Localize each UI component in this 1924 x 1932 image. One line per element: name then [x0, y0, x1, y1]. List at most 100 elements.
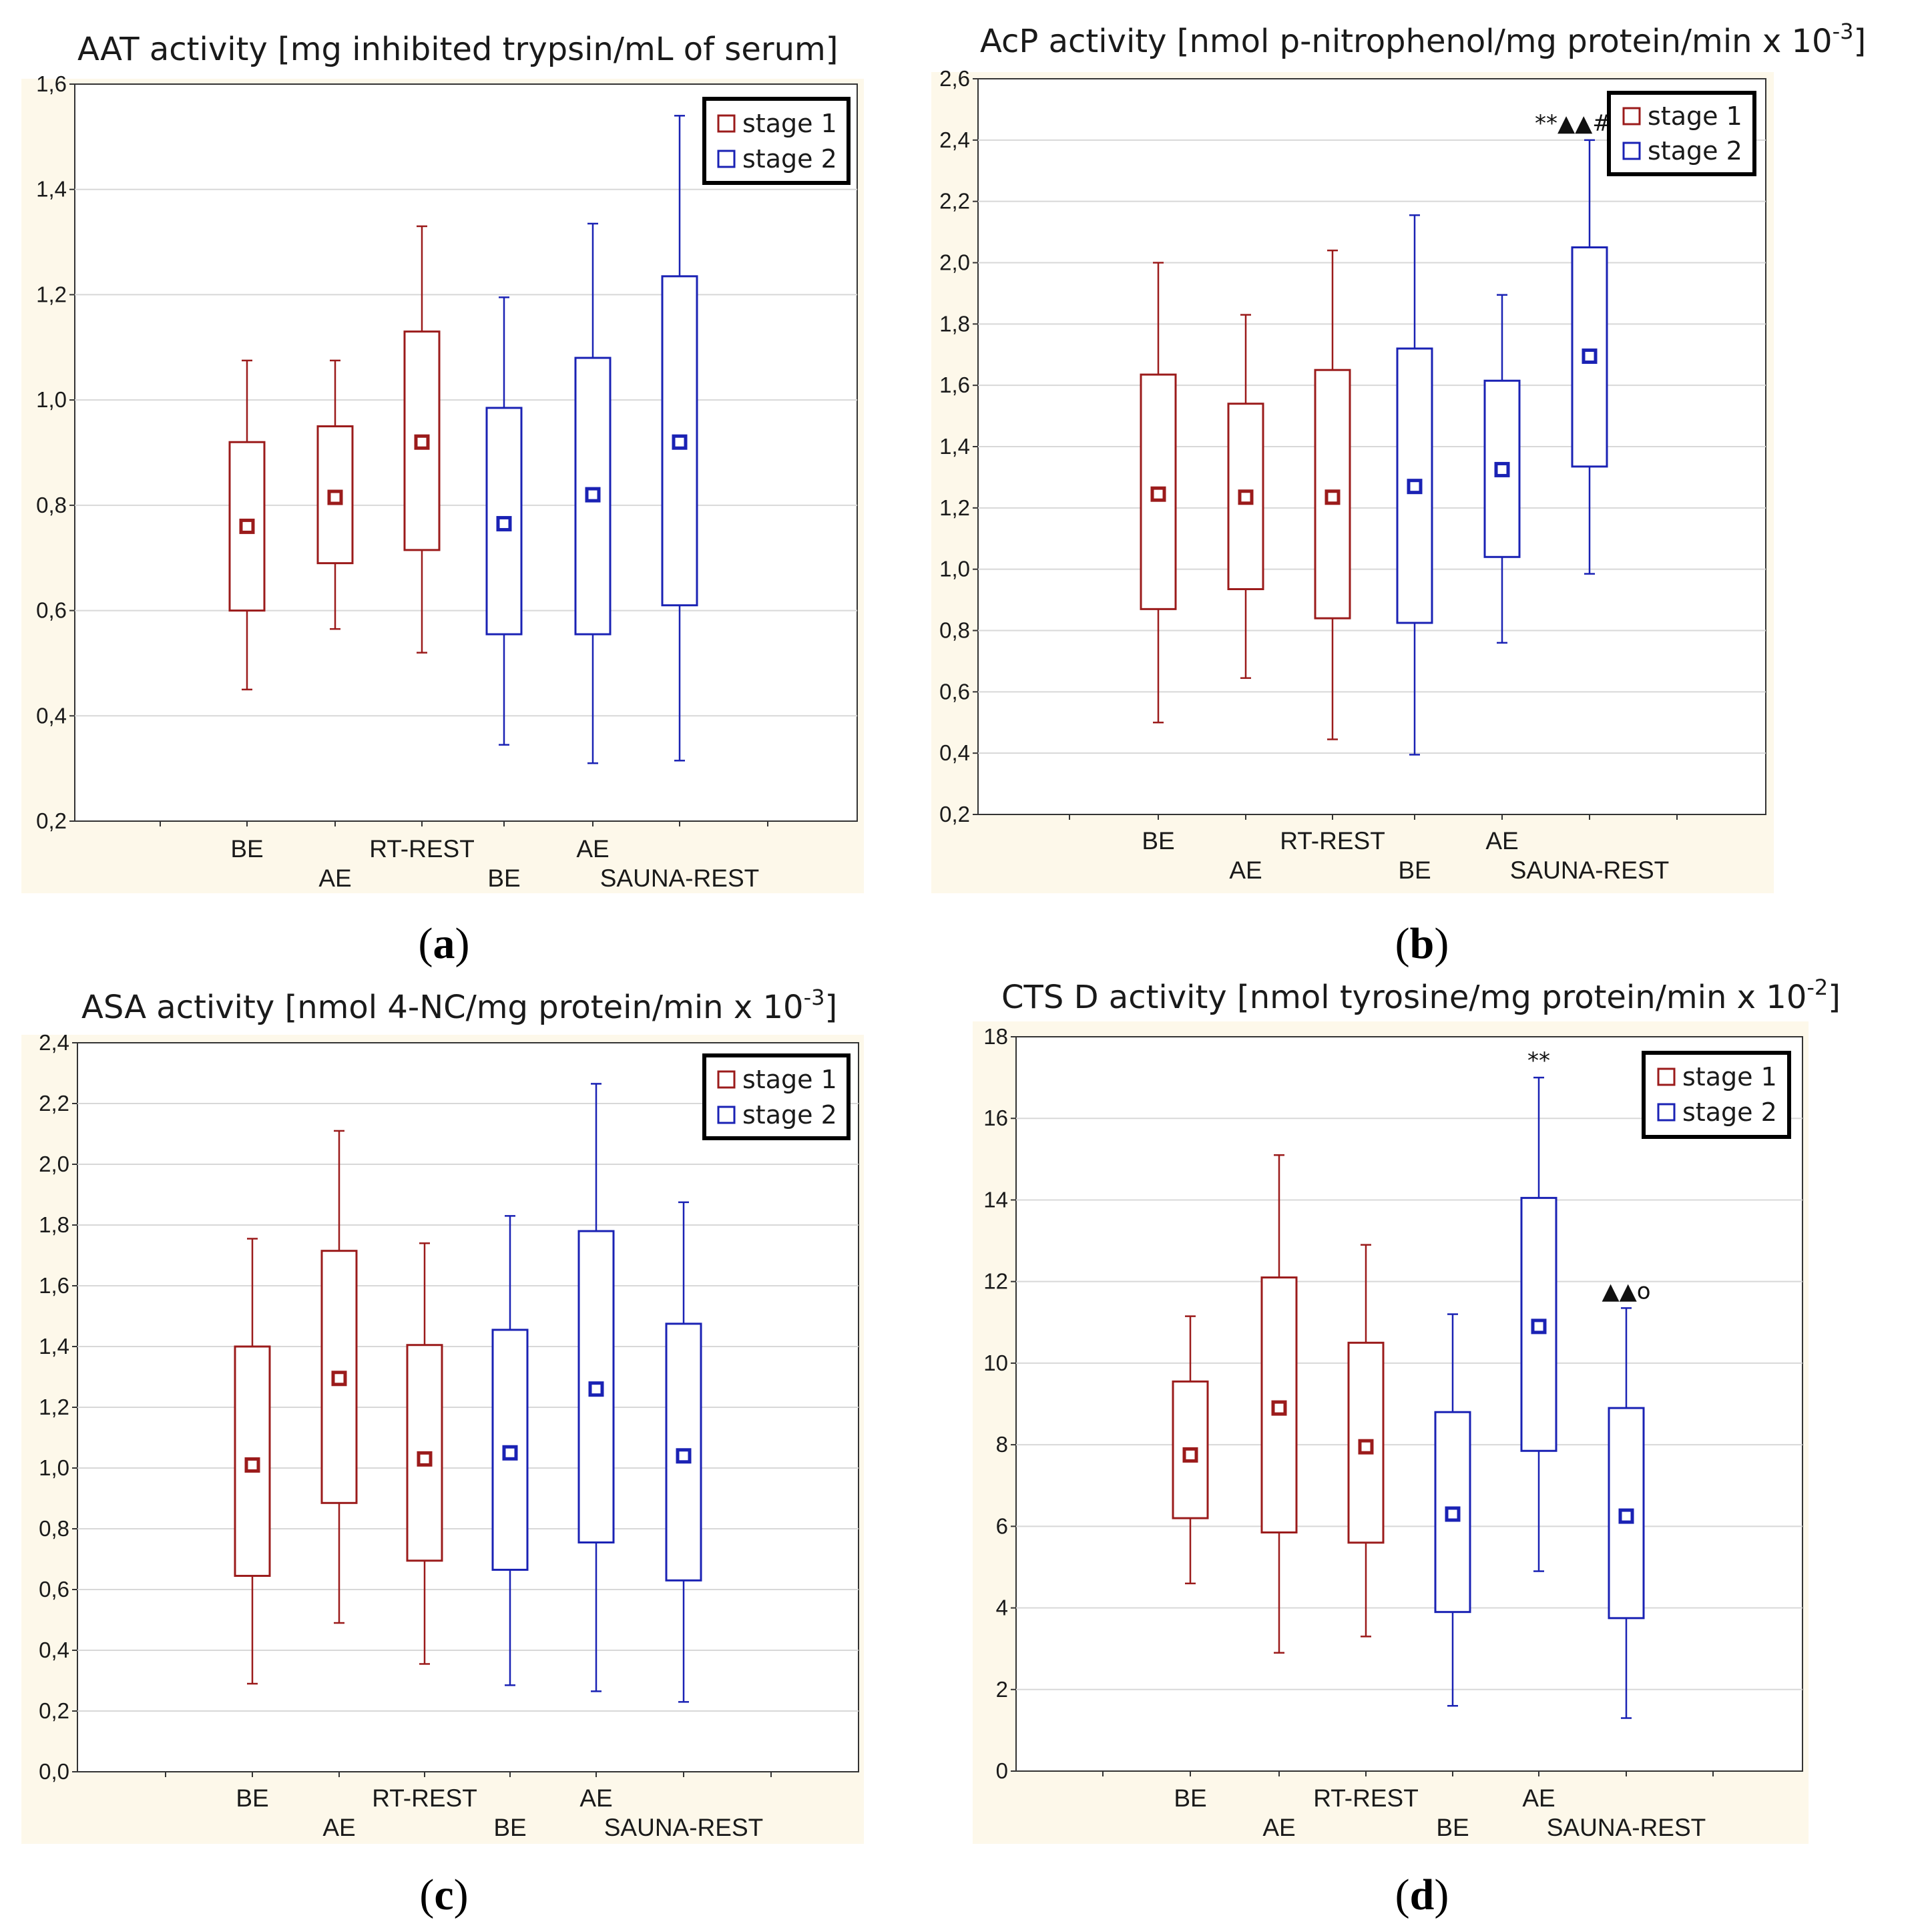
median-marker: [585, 487, 601, 503]
median-marker: [672, 434, 688, 450]
legend: stage 1 stage 2: [1607, 91, 1756, 176]
x-label-upper-3: AE: [579, 1784, 612, 1812]
y-tick-label: 0,2: [939, 802, 970, 826]
median-marker: [414, 434, 430, 450]
y-axis-ticks: 0,2 0,4 0,6 0,8 1,0 1,2 1,4 1,6: [36, 71, 75, 833]
y-tick-label: 2: [996, 1677, 1008, 1702]
significance-marker: ▲▲o: [1602, 1278, 1650, 1304]
legend-swatch-stage1: [1622, 107, 1641, 126]
y-tick-label: 14: [983, 1187, 1008, 1212]
plot-area: [74, 83, 858, 822]
box-plot-be-stage2: [491, 1215, 529, 1686]
y-tick-label: 12: [983, 1269, 1008, 1294]
legend-label-stage2: stage 2: [742, 144, 837, 174]
significance-marker: **: [1527, 1047, 1550, 1074]
box-plot-be-stage1: [228, 359, 266, 691]
title-superscript: -2: [1807, 975, 1828, 1000]
median-marker: [244, 1457, 260, 1473]
title-superscript: -3: [804, 985, 825, 1010]
legend-swatch-stage1: [1657, 1067, 1676, 1086]
x-label-lower-3: SAUNA-REST: [600, 865, 759, 892]
legend-swatch-stage2: [1622, 142, 1641, 160]
box-plot-ae-stage1: [316, 359, 354, 630]
y-tick-label: 0,0: [39, 1759, 69, 1784]
x-axis-labels: BE AE RT-REST BE AE SAUNA-REST: [236, 1784, 763, 1841]
y-tick-label: 0,6: [939, 679, 970, 704]
y-tick-label: 1,0: [939, 557, 970, 581]
box-plot-rt-rest-stage1: [406, 1242, 443, 1665]
x-label-lower-2: BE: [1398, 857, 1431, 884]
x-label-lower-2: BE: [1436, 1814, 1469, 1841]
chart-title: CTS D activity [nmol tyrosine/mg protein…: [1001, 975, 1841, 1016]
y-tick-label: 0,8: [36, 493, 67, 517]
legend-swatch-stage2: [1657, 1103, 1676, 1122]
y-tick-label: 2,0: [939, 250, 970, 275]
legend-label-stage1: stage 1: [1648, 101, 1742, 131]
x-ticks: [160, 821, 768, 826]
y-tick-label: 0,2: [36, 808, 67, 833]
median-marker: [1582, 348, 1598, 365]
box-plot-sauna-rest-stage2: [665, 1201, 702, 1703]
y-tick-label: 0,6: [39, 1577, 69, 1602]
y-axis-ticks: 0 2 4 6 8 10 12 14 16 18: [983, 1024, 1016, 1783]
caption-letter: c: [434, 1871, 453, 1919]
box-iqr: [316, 425, 354, 565]
x-label-upper-3: AE: [576, 835, 609, 863]
y-tick-label: 0,8: [39, 1516, 69, 1541]
x-label-lower-1: AE: [1262, 1814, 1295, 1841]
legend-label-stage1: stage 1: [742, 1065, 837, 1094]
title-end: ]: [825, 989, 838, 1026]
panel-caption: (c): [419, 1871, 468, 1919]
caption-letter: d: [1410, 1871, 1435, 1919]
median-marker: [1531, 1318, 1547, 1335]
legend: stage 1 stage 2: [702, 1053, 851, 1140]
y-tick-label: 1,6: [39, 1273, 69, 1298]
median-marker: [1494, 461, 1510, 477]
x-label-lower-1: AE: [318, 865, 351, 892]
y-tick-label: 0,8: [939, 618, 970, 643]
legend-box: [702, 97, 851, 185]
y-tick-label: 1,4: [39, 1334, 69, 1359]
y-tick-label: 10: [983, 1351, 1008, 1375]
x-label-upper-2: RT-REST: [372, 1784, 477, 1812]
box-plot-ae-stage2: [1520, 1076, 1557, 1572]
chart-title: AcP activity [nmol p-nitrophenol/mg prot…: [980, 19, 1866, 60]
caption-letter: a: [433, 919, 455, 968]
box-plot-be-stage1: [1172, 1315, 1209, 1585]
chart-title: AAT activity [mg inhibited trypsin/mL of…: [77, 31, 838, 68]
legend-box: [702, 1053, 851, 1140]
y-tick-label: 1,6: [939, 373, 970, 397]
y-tick-label: 1,8: [39, 1212, 69, 1237]
x-label-upper-2: RT-REST: [1280, 827, 1385, 855]
y-tick-label: 0: [996, 1758, 1008, 1783]
y-tick-label: 18: [983, 1024, 1008, 1049]
legend-label-stage1: stage 1: [1682, 1062, 1777, 1092]
y-tick-label: 0,4: [39, 1638, 69, 1662]
x-axis-labels: BE AE RT-REST BE AE SAUNA-REST: [230, 835, 759, 892]
x-label-upper-1: BE: [1142, 827, 1174, 855]
box-plot-ae-stage2: [577, 1083, 615, 1692]
box-plots: [228, 115, 698, 764]
y-tick-label: 2,4: [39, 1030, 69, 1055]
box-plot-be-stage1: [234, 1238, 271, 1685]
legend-label-stage2: stage 2: [1648, 136, 1742, 166]
panel-d: CTS D activity [nmol tyrosine/mg protein…: [973, 975, 1841, 1919]
legend-swatch-stage1: [717, 114, 736, 133]
gridlines: [978, 139, 1766, 754]
box-plots: [234, 1083, 702, 1703]
caption-letter: b: [1410, 919, 1435, 968]
panel-caption: (b): [1395, 919, 1449, 968]
panel-a: AAT activity [mg inhibited trypsin/mL of…: [21, 31, 864, 968]
x-ticks: [165, 1772, 772, 1777]
chart-title: ASA activity [nmol 4-NC/mg protein/min x…: [81, 985, 837, 1026]
median-marker: [676, 1448, 692, 1464]
x-label-upper-1: BE: [230, 835, 263, 863]
y-tick-label: 0,4: [939, 740, 970, 765]
median-marker: [588, 1381, 604, 1397]
median-marker: [1618, 1508, 1634, 1524]
median-marker: [496, 515, 512, 531]
legend-swatch-stage2: [717, 150, 736, 168]
box-plot-ae-stage1: [1227, 314, 1264, 679]
gridlines: [1016, 1118, 1802, 1690]
